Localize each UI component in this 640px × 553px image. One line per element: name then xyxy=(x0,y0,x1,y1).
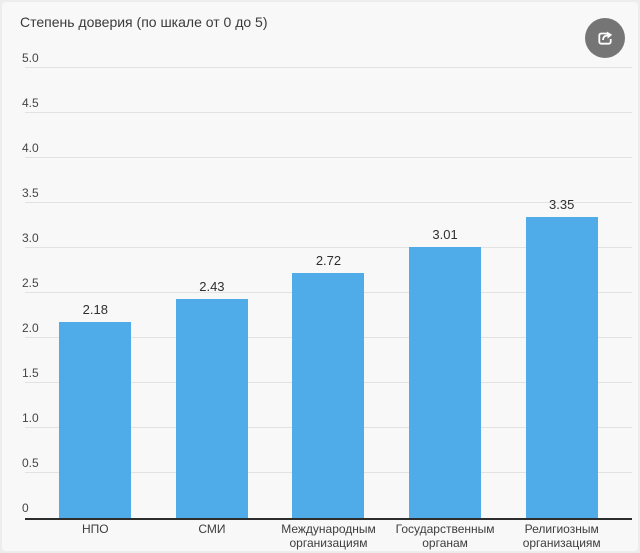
bar-1[interactable] xyxy=(59,321,132,518)
chart-title: Степень доверия (по шкале от 0 до 5) xyxy=(20,14,268,30)
bar-value-label: 3.35 xyxy=(549,196,575,212)
x-axis-labels: НПО СМИ Международным организациям Государст… xyxy=(37,522,620,550)
x-category-label: НПО xyxy=(81,522,109,536)
share-button[interactable] xyxy=(585,18,625,58)
y-tick-label: 3.0 xyxy=(22,231,39,245)
y-tick-label: 0.5 xyxy=(22,456,39,470)
x-category-label: Международным организациям xyxy=(281,522,376,550)
bar-5[interactable] xyxy=(525,216,598,518)
share-export-icon xyxy=(595,28,615,48)
gridline xyxy=(25,247,632,248)
bar-4[interactable] xyxy=(409,247,482,518)
y-tick-label: 5.0 xyxy=(22,51,39,65)
bar-slot: 2.72 xyxy=(270,68,387,518)
y-tick-label: 1.0 xyxy=(22,411,39,425)
bar-slot: 3.35 xyxy=(503,68,620,518)
bar-slot: 2.43 xyxy=(154,68,271,518)
bar-value-label: 2.43 xyxy=(199,279,225,295)
bar-value-label: 2.72 xyxy=(315,253,342,269)
y-tick-label: 0 xyxy=(22,501,29,515)
y-tick-label: 2.0 xyxy=(22,321,39,335)
x-category-label: Государственным органам xyxy=(395,522,495,550)
y-tick-label: 4.5 xyxy=(22,96,39,110)
bar-3[interactable] xyxy=(292,273,365,518)
x-category-label: Религиозным организациям xyxy=(522,522,601,550)
gridline xyxy=(25,67,632,68)
bar-2[interactable] xyxy=(175,299,248,518)
bars: 2.18 2.43 2.72 3.01 3.35 xyxy=(37,68,620,518)
y-tick-label: 3.5 xyxy=(22,186,39,200)
plot-area: 5.0 4.5 4.0 3.5 3.0 2.5 2.0 1.5 1.0 0.5 0 2.18 2.43… xyxy=(22,52,632,520)
bar-value-label: 3.01 xyxy=(432,227,458,243)
bar-slot: 3.01 xyxy=(387,68,504,518)
x-category-label: СМИ xyxy=(198,522,226,536)
y-tick-label: 2.5 xyxy=(22,276,39,290)
y-tick-label: 1.5 xyxy=(22,366,39,380)
bar-slot: 2.18 xyxy=(37,68,154,518)
gridline xyxy=(25,157,632,158)
gridline xyxy=(25,112,632,113)
y-tick-label: 4.0 xyxy=(22,141,39,155)
bar-value-label: 2.18 xyxy=(82,301,108,317)
gridline xyxy=(25,202,632,203)
